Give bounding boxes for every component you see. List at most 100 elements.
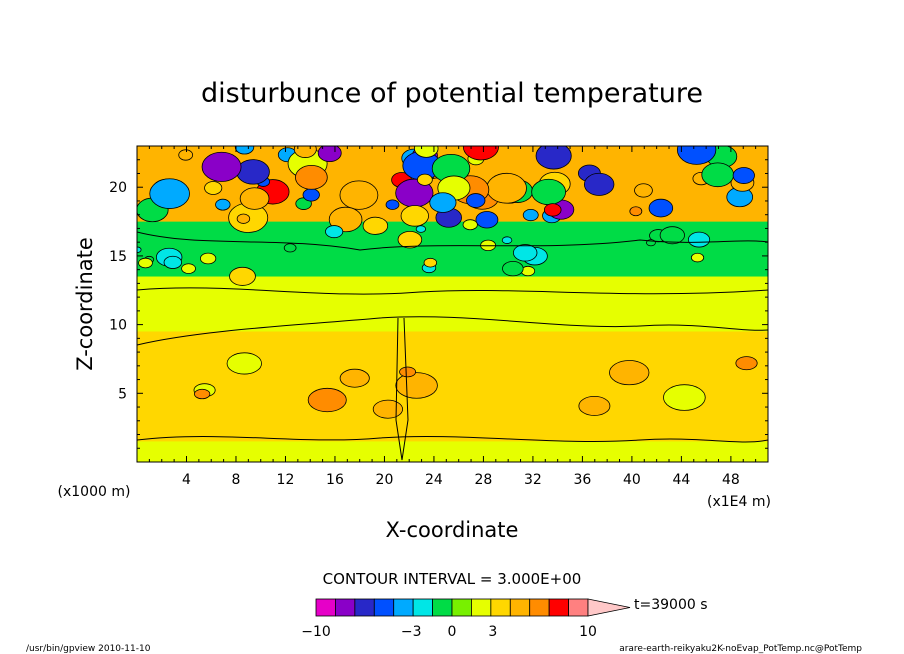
contour-cell [732,167,755,184]
x-tick-label: 8 [232,472,241,488]
x-unit-left: (x1000 m) [58,484,131,500]
y-tick-label: 20 [109,180,127,196]
contour-cell [201,151,242,182]
contour-line [137,287,768,295]
contour-line [395,317,409,461]
colorbar-swatch [315,598,336,617]
colorbar-swatch [373,598,395,617]
x-tick-label: 16 [326,472,344,488]
y-tick-label: 10 [109,318,127,334]
contour-cell [283,243,297,253]
contour-cell [194,388,211,400]
colorbar-swatch [471,598,492,617]
contour-cell [414,146,439,158]
contour-cell [578,395,611,416]
contour-cell [663,384,706,411]
colorbar-swatch [490,598,511,617]
contour-cell [226,352,262,375]
contour-cell [215,198,231,211]
contour-cell [234,146,255,155]
contour-cell [415,225,427,233]
colorbar-swatch [354,598,375,617]
contour-cell [501,236,513,244]
x-tick-label: 48 [722,472,740,488]
contour-line [137,231,768,251]
contour-cell [531,178,566,206]
contour-cell [385,199,400,210]
contour-cell [429,192,457,213]
contour-line [137,316,768,346]
colorbar-swatch [451,598,472,617]
contour-cell [199,252,217,265]
contour-cell [317,146,342,163]
contour-cell [400,205,429,227]
contour-cell [295,164,328,190]
contour-cell [462,219,478,231]
contour-cell [372,399,403,419]
contour-cell [475,211,499,229]
contour-cell [181,263,196,274]
contour-cell [204,181,223,195]
x-tick-label: 32 [524,472,542,488]
colorbar-label: −3 [401,624,422,640]
contour-cell [138,257,153,269]
contour-cell [648,198,674,218]
x-tick-label: 36 [573,472,591,488]
contour-cell [236,213,251,224]
contour-cell [502,260,524,277]
x-tick-label: 40 [623,472,641,488]
contour-cell [735,356,758,371]
x-axis: 4 8 12 16 20 24 28 32 36 40 44 48 [148,146,757,488]
contour-band [137,441,768,462]
contour-cell [462,146,499,161]
footer-right: arare-earth-reikyaku2K-noEvap_PotTemp.nc… [619,644,862,654]
contour-cells [137,146,758,419]
colorbar-arrow [587,598,631,617]
contour-cell [239,187,270,210]
contour-cell [690,252,705,263]
y-tick-label: 5 [118,386,127,402]
contour-band [137,276,768,332]
plot-area [137,146,768,462]
time-label: t=39000 s [634,597,708,613]
contour-cell [629,206,643,217]
contour-cell [687,231,711,248]
contour-cell [676,146,717,165]
colorbar-swatch [335,598,356,617]
contour-cell [486,172,527,204]
colorbar-label: 3 [488,624,497,640]
colorbar-swatch [393,598,414,617]
contour-cell [583,172,615,196]
contour-cell [163,255,183,269]
contour-cell [302,188,320,202]
y-axis: 5 10 15 20 [109,159,768,449]
contour-cell [362,216,389,235]
contour-cell [535,146,572,170]
chart-title: disturbunce of potential temperature [201,78,703,109]
colorbar-swatch [412,598,433,617]
colorbar: −10 −3 0 3 10 [301,598,631,640]
colorbar-swatch [432,598,453,617]
x-tick-label: 12 [277,472,295,488]
x-tick-label: 28 [475,472,493,488]
colorbar-label: −10 [301,624,331,640]
contour-cell [466,193,486,208]
contour-cell [293,146,317,158]
x-tick-label: 24 [425,472,443,488]
contour-cell [229,266,256,286]
contour-cell [178,149,194,161]
contour-cell [339,180,379,210]
x-tick-label: 4 [182,472,191,488]
contour-cell [397,230,423,249]
contour-cell [339,368,370,388]
colorbar-label: 10 [579,624,597,640]
colorbar-swatch [568,598,589,617]
contour-cell [522,208,539,222]
x-axis-label: X-coordinate [386,518,519,542]
colorbar-swatch [548,598,569,617]
contour-cell [513,244,538,262]
contour-cell [395,372,438,399]
footer-left: /usr/bin/gpview 2010-11-10 [26,644,151,654]
contour-cell [417,173,433,186]
